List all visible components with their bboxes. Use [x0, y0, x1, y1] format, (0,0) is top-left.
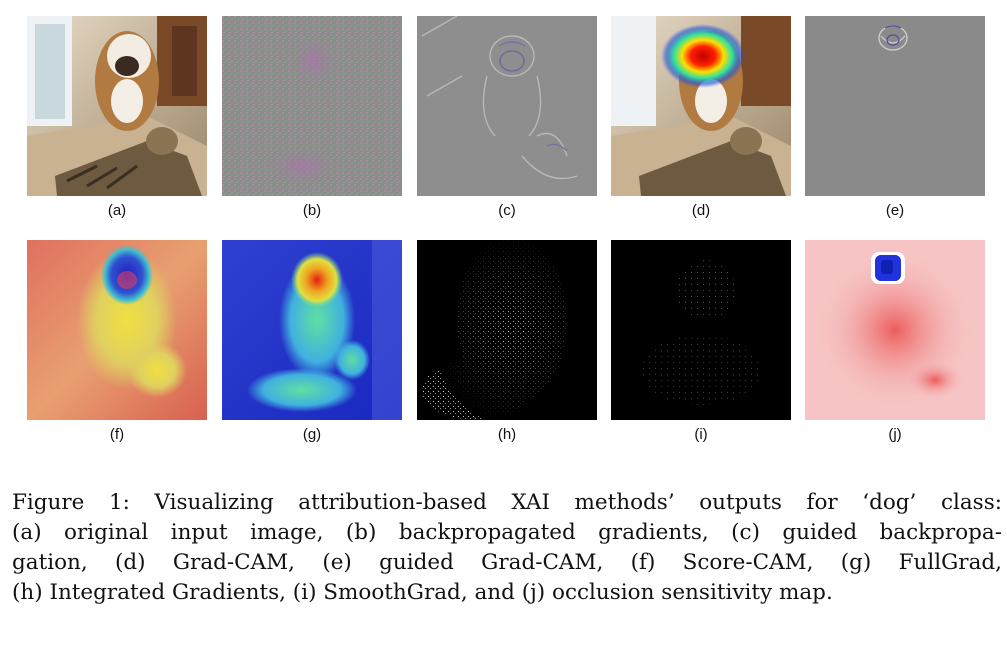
panel-e-guided-grad-cam	[805, 16, 985, 196]
panel-f-score-cam	[27, 240, 207, 420]
panel-label: (b)	[302, 202, 322, 219]
panel-d-grad-cam	[611, 16, 791, 196]
figure-caption: Figure 1: Visualizing attribution-based …	[12, 488, 1002, 608]
panel-g-fullgrad	[222, 240, 402, 420]
panel-label: (i)	[694, 426, 708, 443]
caption-line: gation, (d) Grad-CAM, (e) guided Grad-CA…	[12, 550, 1002, 575]
panel-label: (a)	[107, 202, 127, 219]
caption-line: (h) Integrated Gradients, (i) SmoothGrad…	[12, 580, 833, 605]
panel-b-backpropagated-gradients	[222, 16, 402, 196]
panel-label: (j)	[888, 426, 902, 443]
panel-label: (f)	[109, 426, 125, 443]
panel-label: (d)	[691, 202, 711, 219]
panel-a-original-image	[27, 16, 207, 196]
caption-line: (a) original input image, (b) backpropag…	[12, 520, 1002, 545]
panel-h-integrated-gradients	[417, 240, 597, 420]
panel-label: (e)	[885, 202, 905, 219]
caption-line: Figure 1: Visualizing attribution-based …	[12, 490, 1002, 515]
panel-i-smoothgrad	[611, 240, 791, 420]
panel-j-occlusion-sensitivity	[805, 240, 985, 420]
panel-label: (c)	[498, 202, 516, 219]
panel-label: (h)	[497, 426, 517, 443]
panel-c-guided-backpropagation	[417, 16, 597, 196]
panel-label: (g)	[302, 426, 322, 443]
